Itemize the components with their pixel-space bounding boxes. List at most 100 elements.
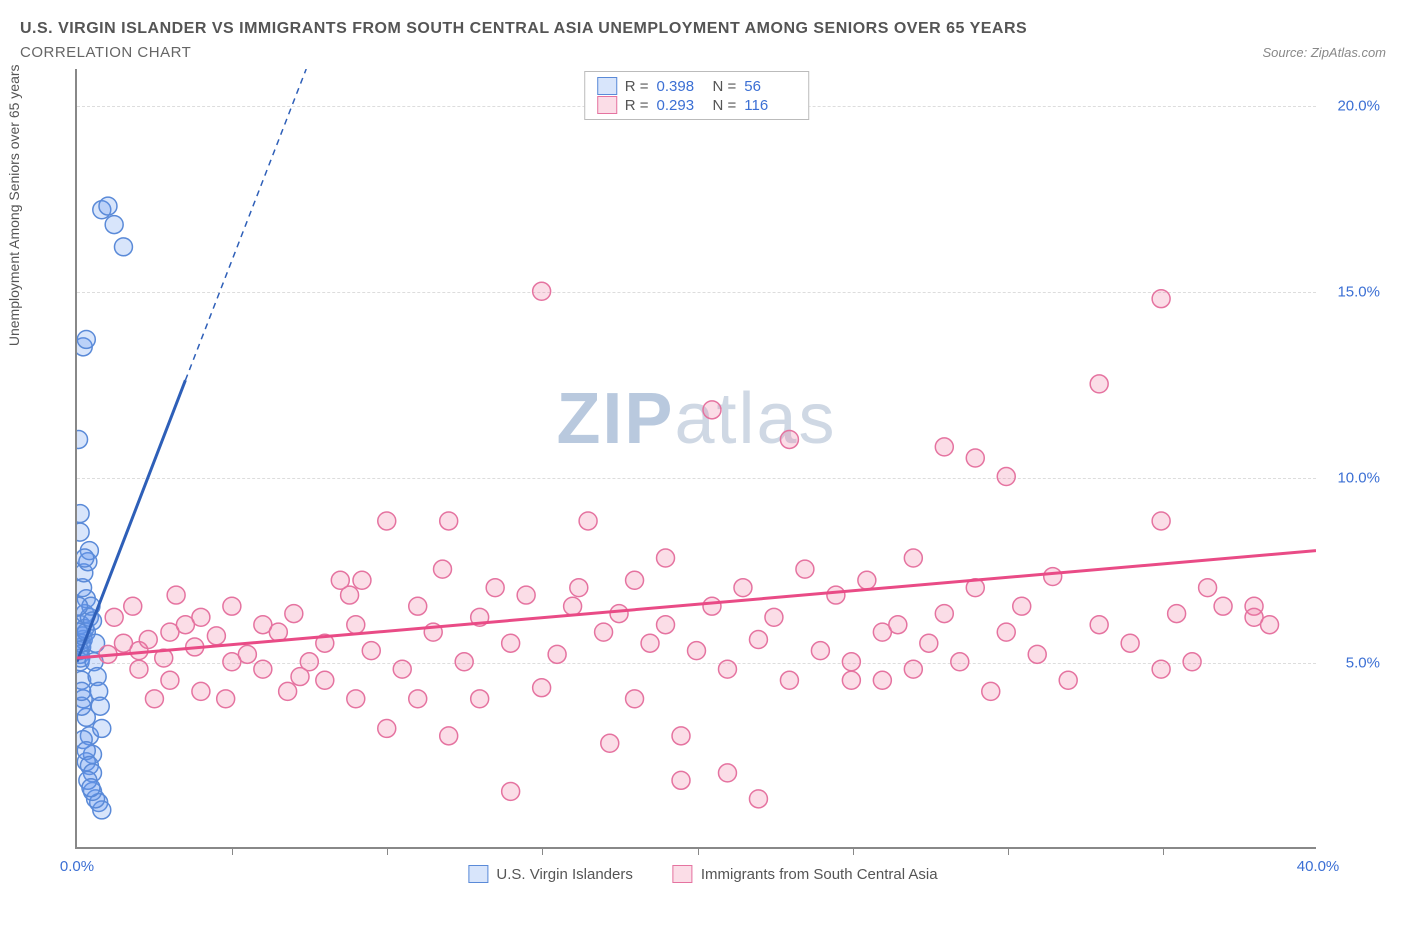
- data-point: [486, 579, 504, 597]
- data-point: [982, 682, 1000, 700]
- data-point: [82, 779, 100, 797]
- data-point: [77, 505, 89, 523]
- legend-n-value-0: 56: [744, 78, 792, 95]
- series-legend: U.S. Virgin Islanders Immigrants from So…: [468, 865, 937, 883]
- data-point: [161, 671, 179, 689]
- data-point: [780, 430, 798, 448]
- trend-line: [77, 380, 185, 662]
- data-point: [341, 586, 359, 604]
- data-point: [811, 642, 829, 660]
- data-point: [935, 605, 953, 623]
- x-tick: [853, 847, 854, 855]
- x-tick: [387, 847, 388, 855]
- data-point: [1121, 634, 1139, 652]
- data-point: [1090, 616, 1108, 634]
- data-point: [935, 438, 953, 456]
- data-point: [279, 682, 297, 700]
- data-point: [1261, 616, 1279, 634]
- plot-wrapper: Unemployment Among Seniors over 65 years…: [20, 69, 1386, 889]
- data-point: [610, 605, 628, 623]
- data-point: [139, 631, 157, 649]
- data-point: [192, 682, 210, 700]
- data-point: [1152, 290, 1170, 308]
- data-point: [1059, 671, 1077, 689]
- data-point: [316, 671, 334, 689]
- legend-r-label-0: R =: [625, 78, 649, 95]
- data-point: [167, 586, 185, 604]
- series-legend-item-0: U.S. Virgin Islanders: [468, 865, 632, 883]
- data-point: [362, 642, 380, 660]
- scatter-svg: [77, 69, 1316, 847]
- data-point: [1183, 653, 1201, 671]
- data-point: [77, 682, 91, 700]
- data-point: [626, 690, 644, 708]
- legend-swatch-bottom-1: [673, 865, 693, 883]
- legend-r-value-1: 0.293: [657, 97, 705, 114]
- data-point: [601, 734, 619, 752]
- data-point: [254, 660, 272, 678]
- data-point: [223, 653, 241, 671]
- data-point: [409, 597, 427, 615]
- data-point: [734, 579, 752, 597]
- data-point: [471, 690, 489, 708]
- data-point: [124, 597, 142, 615]
- data-point: [641, 634, 659, 652]
- legend-n-label-1: N =: [713, 97, 737, 114]
- legend-swatch-bottom-0: [468, 865, 488, 883]
- data-point: [285, 605, 303, 623]
- data-point: [93, 719, 111, 737]
- data-point: [718, 764, 736, 782]
- data-point: [1214, 597, 1232, 615]
- data-point: [842, 653, 860, 671]
- data-point: [951, 653, 969, 671]
- data-point: [1013, 597, 1031, 615]
- y-tick-label: 20.0%: [1337, 98, 1380, 115]
- data-point: [780, 671, 798, 689]
- plot-area: ZIPatlas R = 0.398 N = 56 R = 0.293 N = …: [75, 69, 1316, 849]
- data-point: [997, 468, 1015, 486]
- data-point: [207, 627, 225, 645]
- data-point: [718, 660, 736, 678]
- data-point: [997, 623, 1015, 641]
- data-point: [626, 571, 644, 589]
- x-tick: [698, 847, 699, 855]
- data-point: [1152, 512, 1170, 530]
- data-point: [672, 727, 690, 745]
- data-point: [657, 616, 675, 634]
- data-point: [749, 631, 767, 649]
- chart-container: U.S. VIRGIN ISLANDER VS IMMIGRANTS FROM …: [20, 20, 1386, 889]
- data-point: [353, 571, 371, 589]
- data-point: [192, 608, 210, 626]
- legend-n-label-0: N =: [713, 78, 737, 95]
- data-point: [570, 579, 588, 597]
- legend-r-label-1: R =: [625, 97, 649, 114]
- y-tick-label: 10.0%: [1337, 469, 1380, 486]
- data-point: [703, 597, 721, 615]
- data-point: [920, 634, 938, 652]
- data-point: [904, 549, 922, 567]
- data-point: [889, 616, 907, 634]
- data-point: [105, 216, 123, 234]
- data-point: [842, 671, 860, 689]
- data-point: [77, 549, 94, 567]
- data-point: [455, 653, 473, 671]
- data-point: [269, 623, 287, 641]
- trend-line-extrapolated: [185, 69, 306, 380]
- data-point: [564, 597, 582, 615]
- x-tick-label: 0.0%: [60, 858, 94, 875]
- legend-r-value-0: 0.398: [657, 78, 705, 95]
- series-name-0: U.S. Virgin Islanders: [496, 866, 632, 883]
- series-name-1: Immigrants from South Central Asia: [701, 866, 938, 883]
- data-point: [347, 690, 365, 708]
- data-point: [1044, 568, 1062, 586]
- data-point: [827, 586, 845, 604]
- data-point: [114, 238, 132, 256]
- data-point: [1090, 375, 1108, 393]
- data-point: [703, 401, 721, 419]
- y-tick-label: 5.0%: [1346, 655, 1380, 672]
- data-point: [378, 719, 396, 737]
- data-point: [579, 512, 597, 530]
- data-point: [217, 690, 235, 708]
- stats-legend-row-0: R = 0.398 N = 56: [597, 77, 793, 95]
- y-axis-label: Unemployment Among Seniors over 65 years: [6, 64, 22, 346]
